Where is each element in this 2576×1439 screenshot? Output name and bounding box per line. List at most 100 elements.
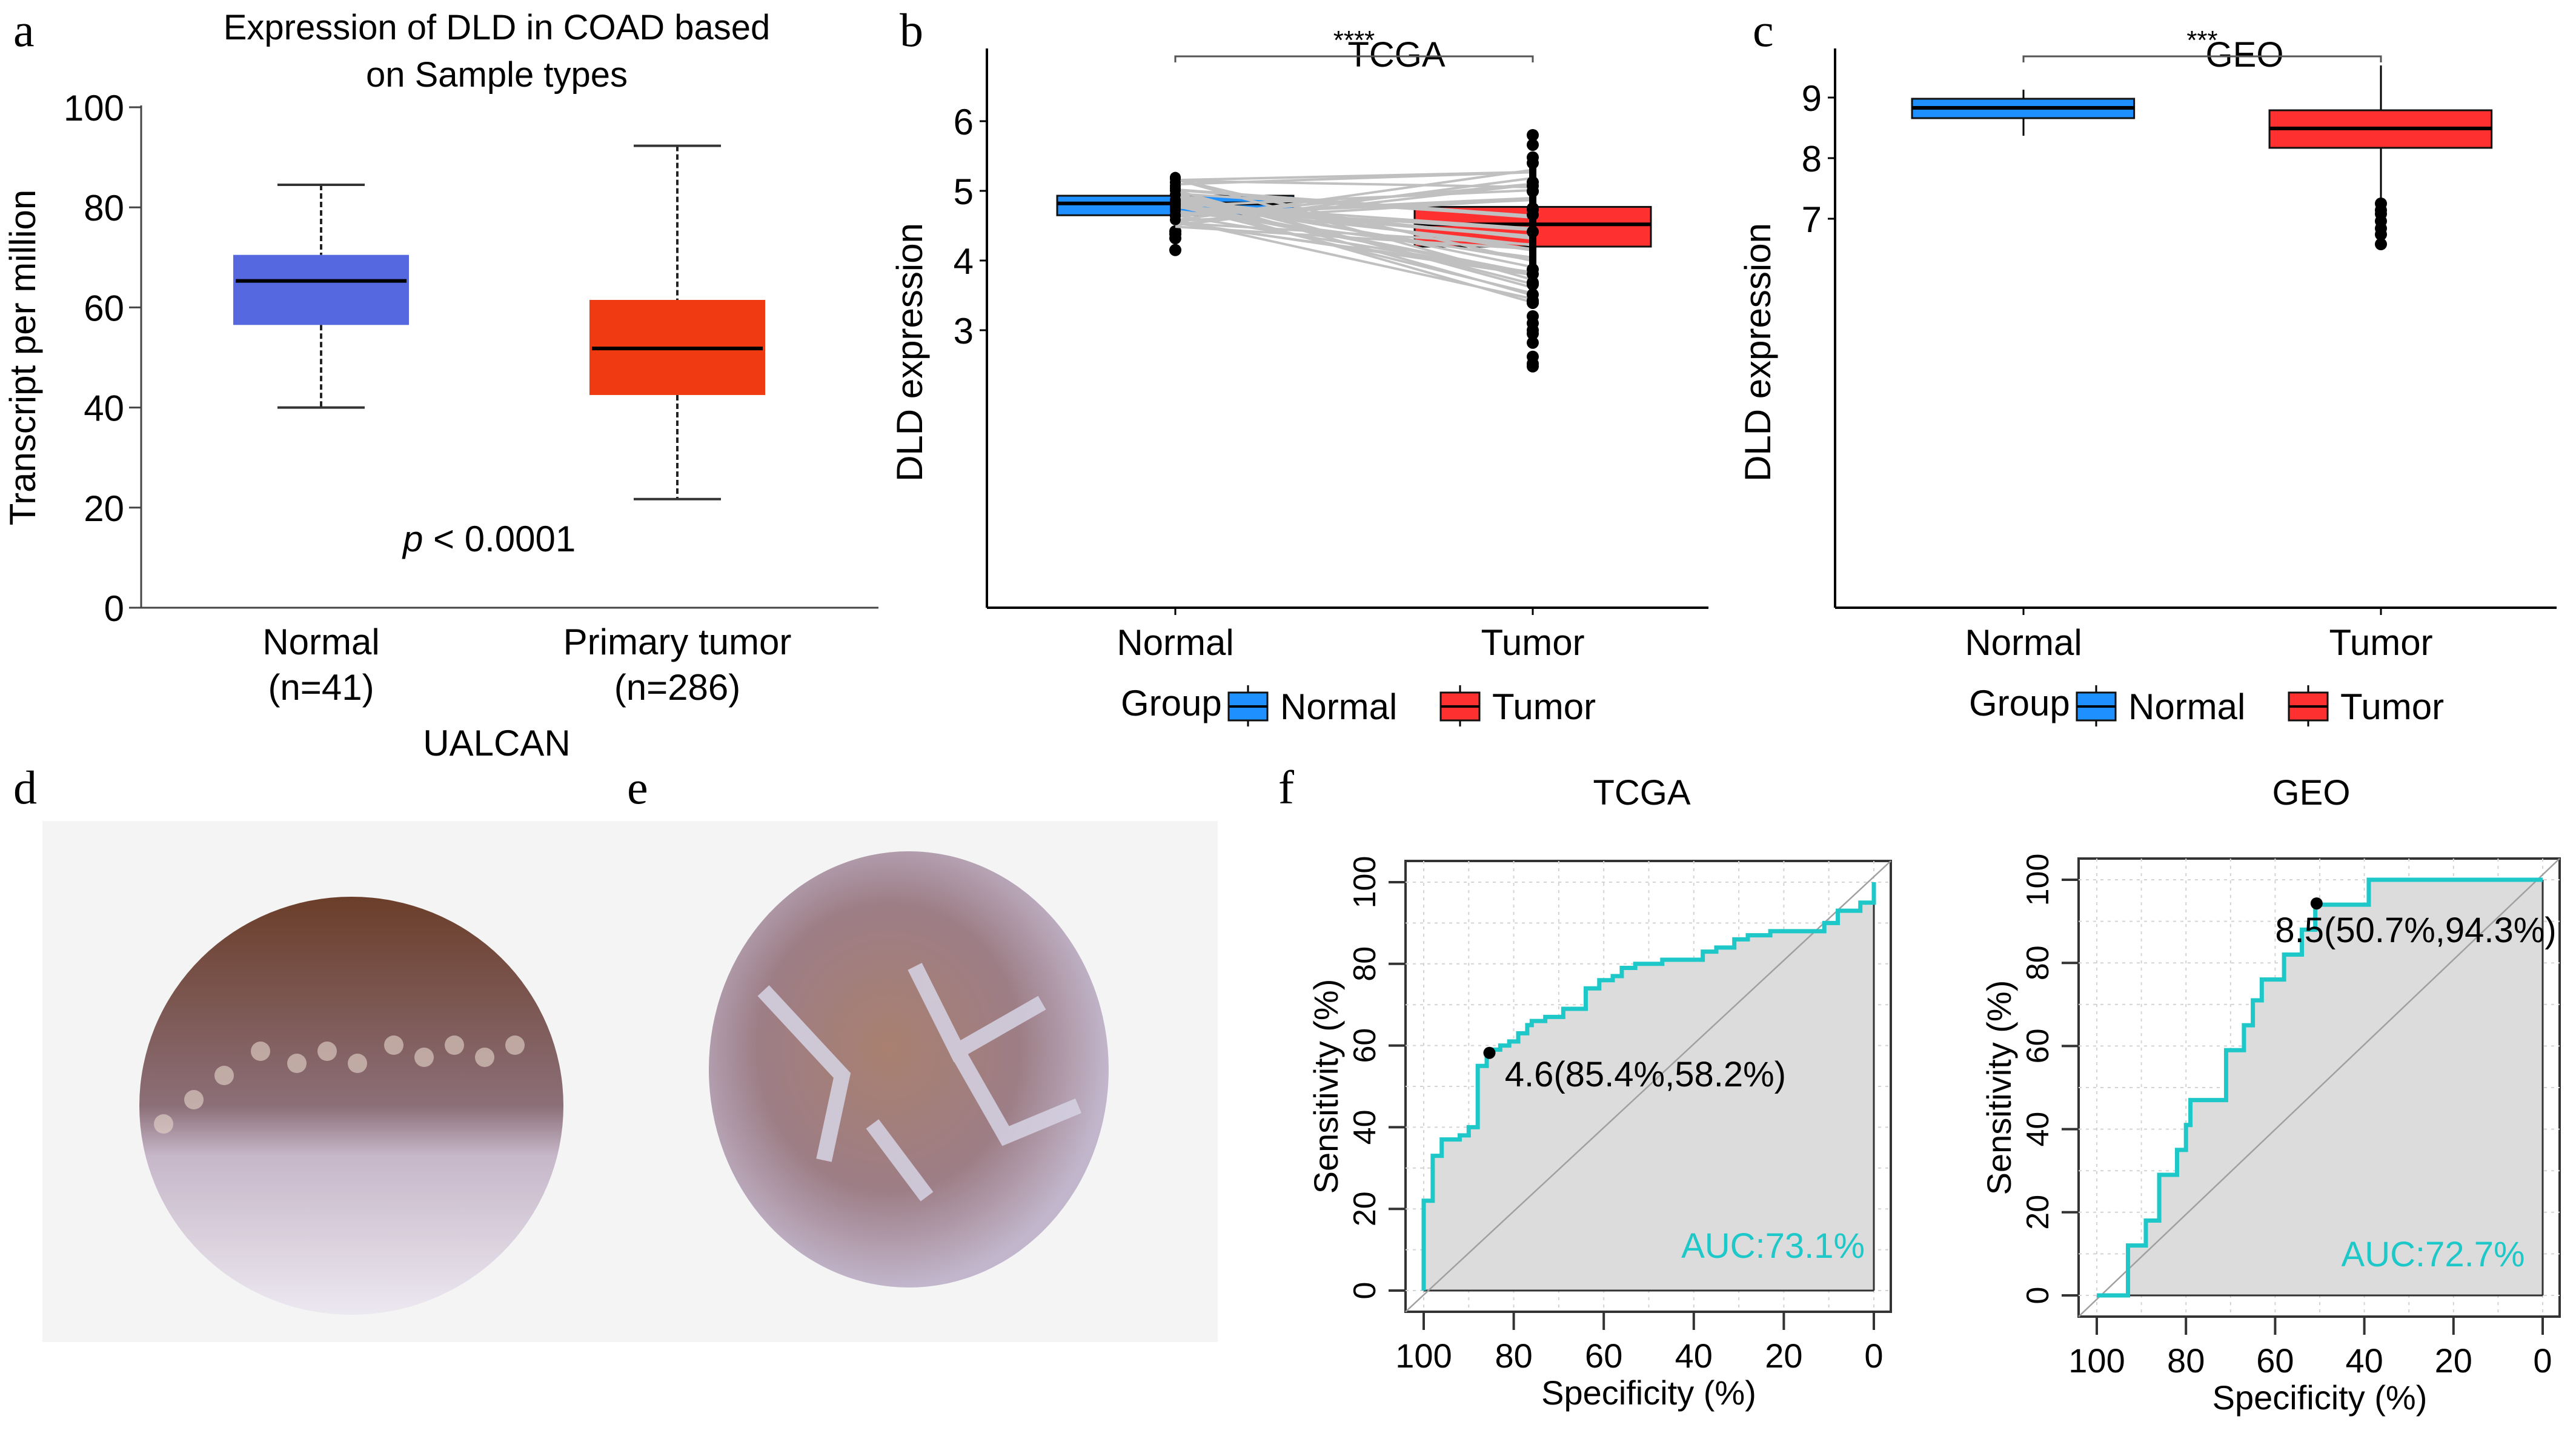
panel-letter-a: a [13,4,35,56]
p-symbol: p [402,519,423,559]
x-tick-label: Primary tumor [563,622,792,662]
panel-letter-e: e [627,761,648,814]
data-point [1170,180,1181,191]
y-tick-label: 0 [1347,1282,1383,1300]
x-tick-label: 20 [2435,1341,2472,1380]
y-tick-label: 8 [1802,139,1822,179]
outlier-point [1527,327,1539,340]
p-threshold: < 0.0001 [423,519,576,559]
y-tick-label: 4 [954,241,974,282]
legend-title: Group [1121,683,1222,723]
data-point [1527,268,1539,281]
outlier-point [2375,228,2387,241]
legend-title: Group [1969,683,2070,723]
cutoff-point [1483,1046,1496,1059]
x-tick-label: 60 [2256,1341,2294,1380]
x-tick-label: 60 [1585,1337,1622,1375]
p-value-annotation: p < 0.0001 [402,519,576,559]
data-point [1170,209,1181,221]
panel-letter-d: d [13,761,37,814]
y-tick-label: 5 [954,171,974,212]
x-axis-label: UALCAN [423,723,570,763]
significance-label: **** [1333,25,1375,55]
paired-line [1175,188,1533,219]
legend-label-1: Tumor [2340,686,2444,727]
y-tick-label: 100 [2020,854,2056,906]
y-tick-label: 9 [1802,78,1822,119]
outlier-point [1527,139,1539,151]
outlier-point [1169,225,1181,238]
data-point [1527,276,1539,289]
y-tick-label: 20 [2020,1195,2056,1230]
cutoff-point [2310,897,2323,910]
y-tick-label: 3 [954,311,974,351]
ihc-image-tumor [642,821,1218,1342]
auc-label: AUC:72.7% [2342,1235,2525,1274]
x-tick-label: Normal [1965,622,2082,663]
x-tick-label: Tumor [2329,622,2432,663]
y-tick-label: 0 [2020,1287,2056,1304]
y-tick-label: 6 [954,102,974,142]
y-tick-label: 0 [104,588,124,629]
paired-line [1175,188,1533,208]
data-point [1527,296,1539,309]
tissue-core [709,851,1109,1288]
y-tick-label: 60 [1347,1028,1383,1063]
tissue-core [139,897,563,1315]
roc-curve [1421,882,1876,1291]
y-axis-label: Sensitivity (%) [1980,980,2018,1195]
y-tick-label: 40 [2020,1112,2056,1147]
outlier-point [1527,336,1539,349]
x-tick-sublabel: (n=41) [268,667,374,708]
y-tick-label: 20 [1347,1191,1383,1226]
data-point [1527,185,1539,198]
y-tick-label: 100 [1347,856,1383,909]
x-tick-label: Normal [1117,622,1233,663]
panel-letter-c: c [1753,4,1774,56]
chart-title: TCGA [1593,773,1690,813]
significance-label: *** [2186,25,2217,55]
y-tick-label: 80 [2020,945,2056,980]
chart-ualcan-boxplot: Expression of DLD in COAD based on Sample… [2,8,878,763]
y-axis-label: Sensitivity (%) [1307,979,1345,1194]
panel-letter-f: f [1278,761,1294,814]
legend-label-1: Tumor [1492,686,1596,727]
roc-curve [2097,877,2543,1298]
y-tick-label: 80 [1347,946,1383,982]
paired-line [1175,189,1533,289]
paired-line [1175,204,1533,295]
panel-letter-b: b [900,4,923,56]
outlier-point [1169,244,1181,256]
y-tick-label: 40 [84,388,124,429]
cutoff-label: 4.6(85.4%,58.2%) [1505,1055,1786,1094]
y-tick-label: 20 [84,488,124,529]
y-tick-label: 100 [64,88,124,128]
outlier-point [1527,129,1539,141]
x-tick-label: 40 [1675,1337,1713,1375]
x-tick-label: 0 [2533,1341,2552,1380]
y-axis-label: DLD expression [889,223,930,482]
cutoff-label: 8.5(50.7%,94.3%) [2275,911,2556,950]
chart-title-line-2: on Sample types [366,55,628,95]
chart-tcga-boxplot: TCGA 3 4 5 6 DLD expression **** Normal Tumor Gro… [889,25,1708,727]
box-0 [233,254,409,325]
chart-title-line-1: Expression of DLD in COAD based [224,8,771,47]
reference-diagonal [1405,860,1891,1312]
x-tick-label: 80 [1495,1337,1532,1375]
x-tick-sublabel: (n=286) [614,667,740,708]
x-axis-label: Specificity (%) [2213,1378,2428,1417]
y-tick-label: 80 [84,188,124,228]
paired-line [1175,209,1533,259]
paired-line [1175,178,1533,262]
outlier-point [2375,238,2387,250]
ihc-image-normal [42,821,642,1342]
y-tick-label: 60 [84,288,124,328]
reference-diagonal [2078,858,2560,1317]
x-tick-label: 100 [1395,1337,1452,1375]
x-tick-label: 80 [2167,1341,2205,1380]
y-tick-label: 7 [1802,199,1822,240]
x-tick-label: Normal [262,622,379,662]
chart-title: GEO [2206,35,2284,75]
